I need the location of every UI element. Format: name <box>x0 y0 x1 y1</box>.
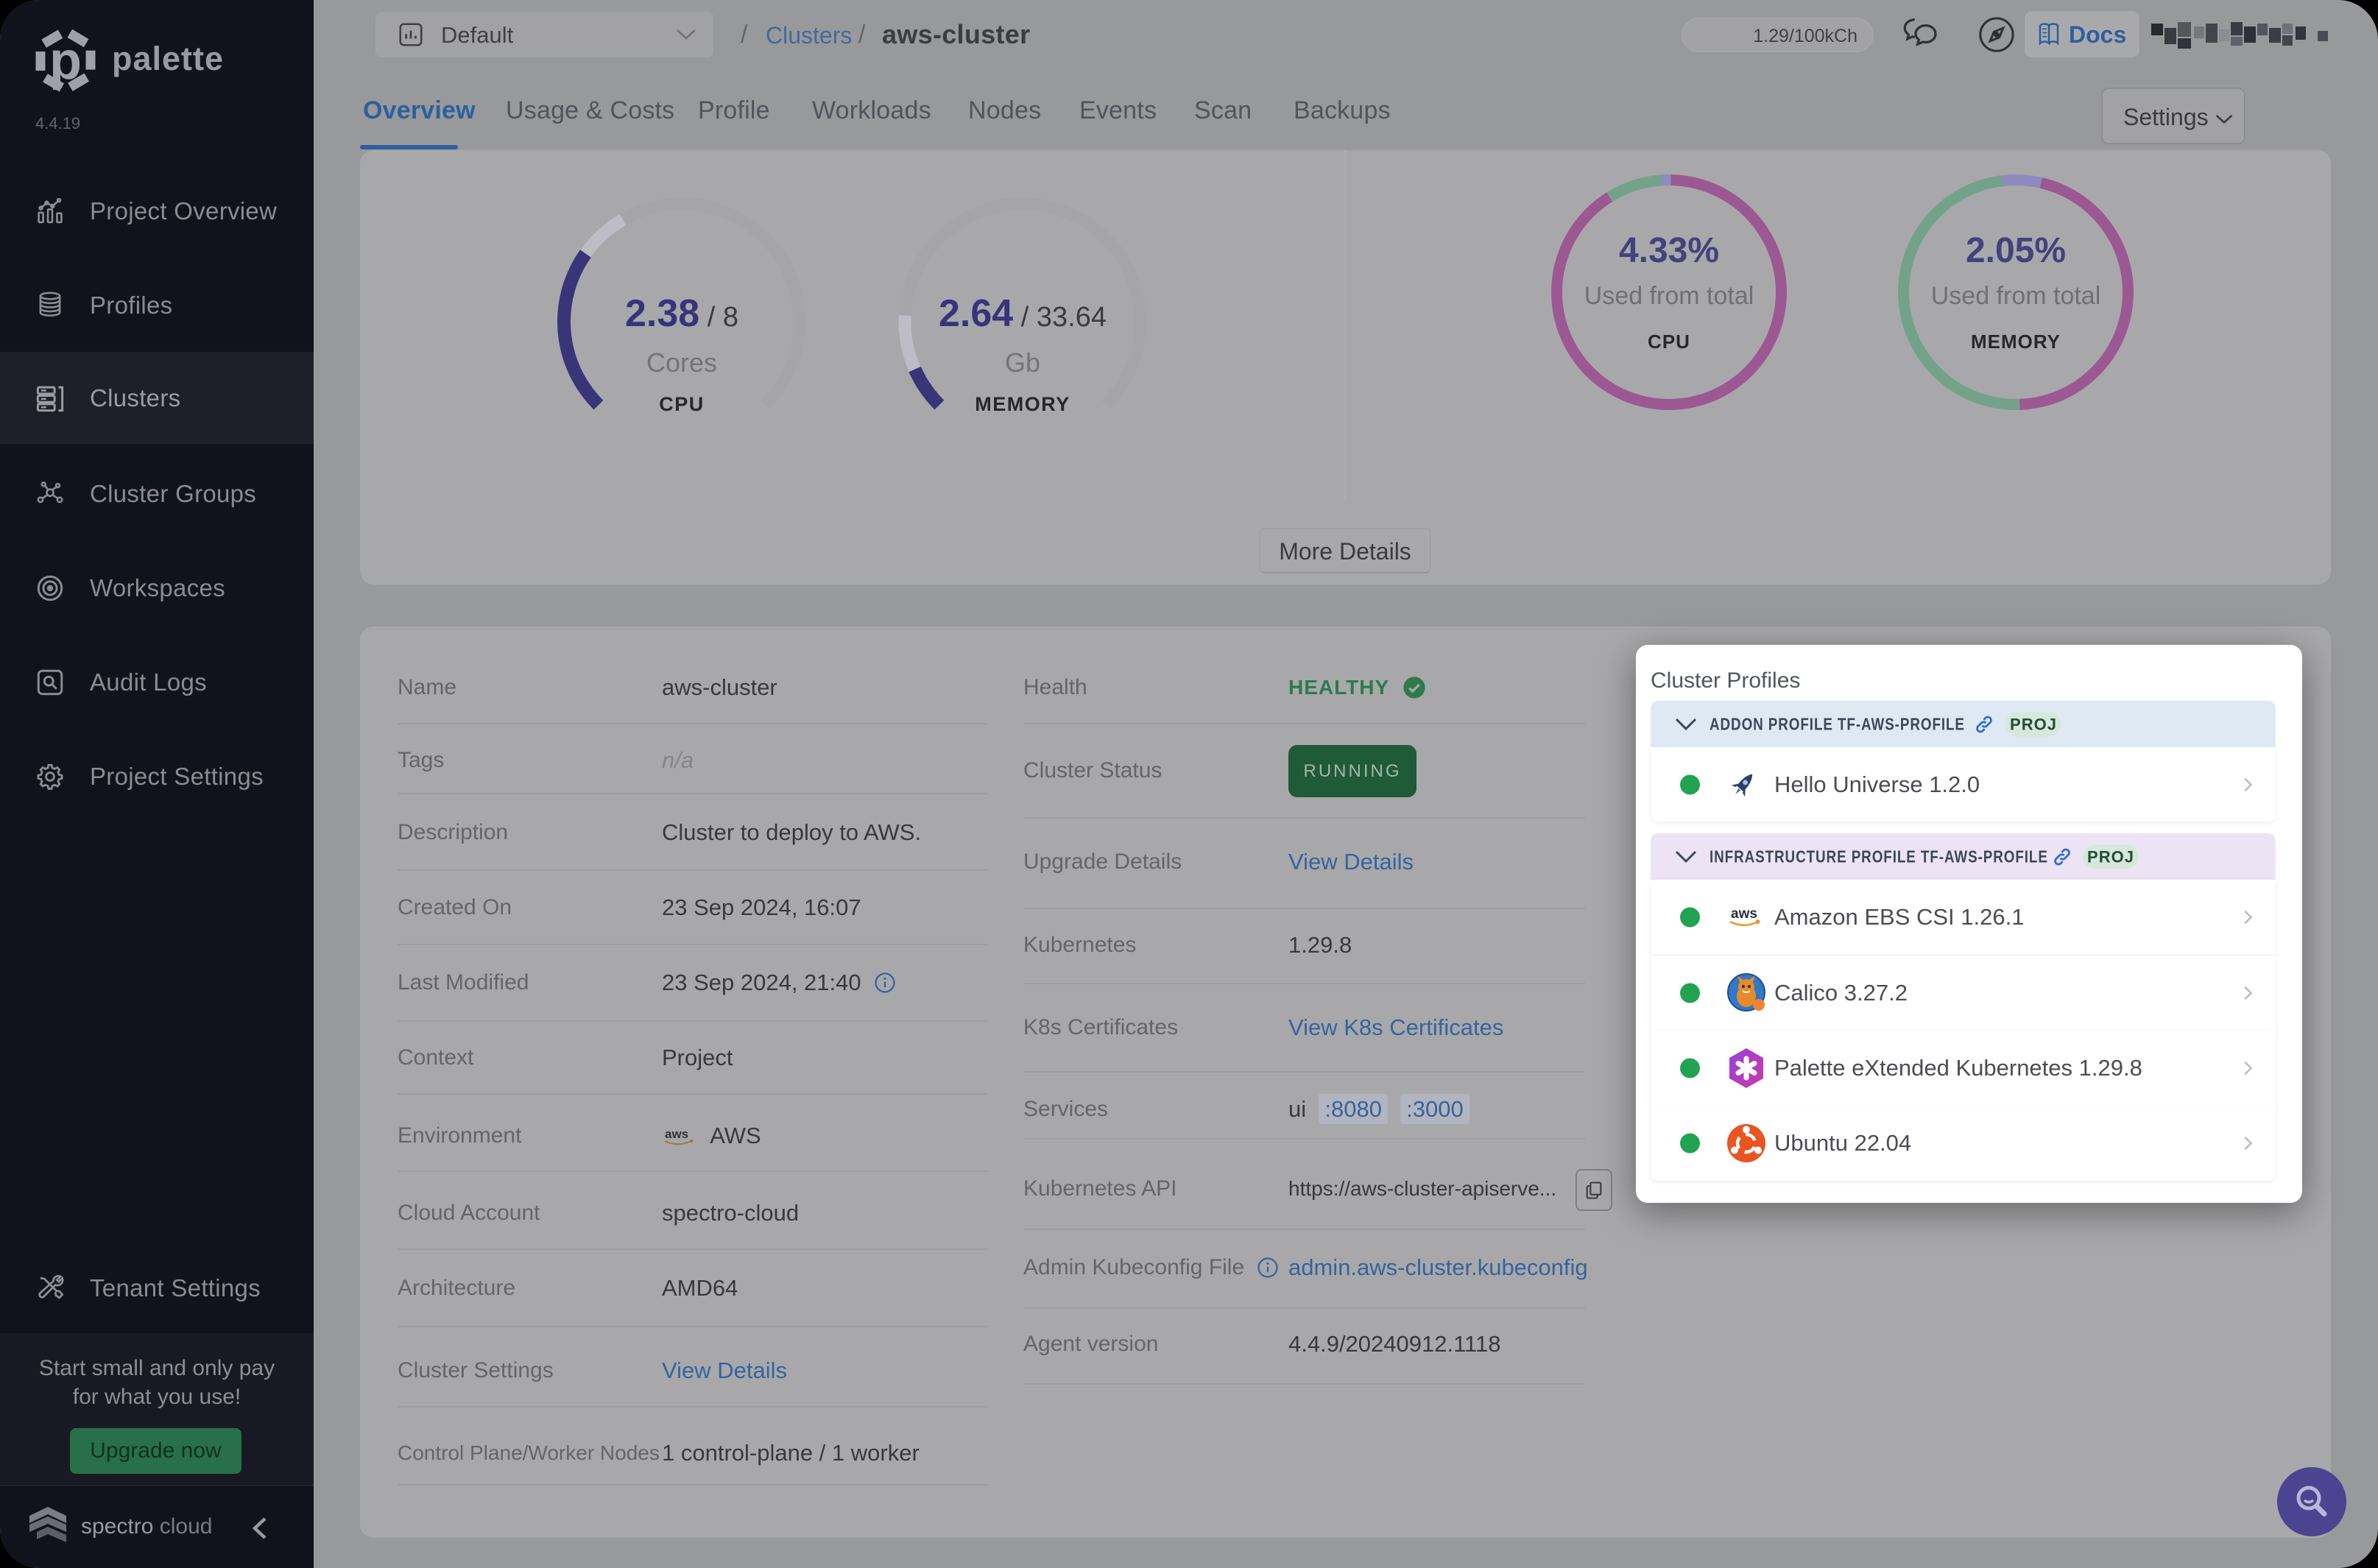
svg-text:p: p <box>49 32 82 91</box>
svg-text:aws: aws <box>665 1127 688 1141</box>
svg-text:aws: aws <box>1731 906 1757 922</box>
